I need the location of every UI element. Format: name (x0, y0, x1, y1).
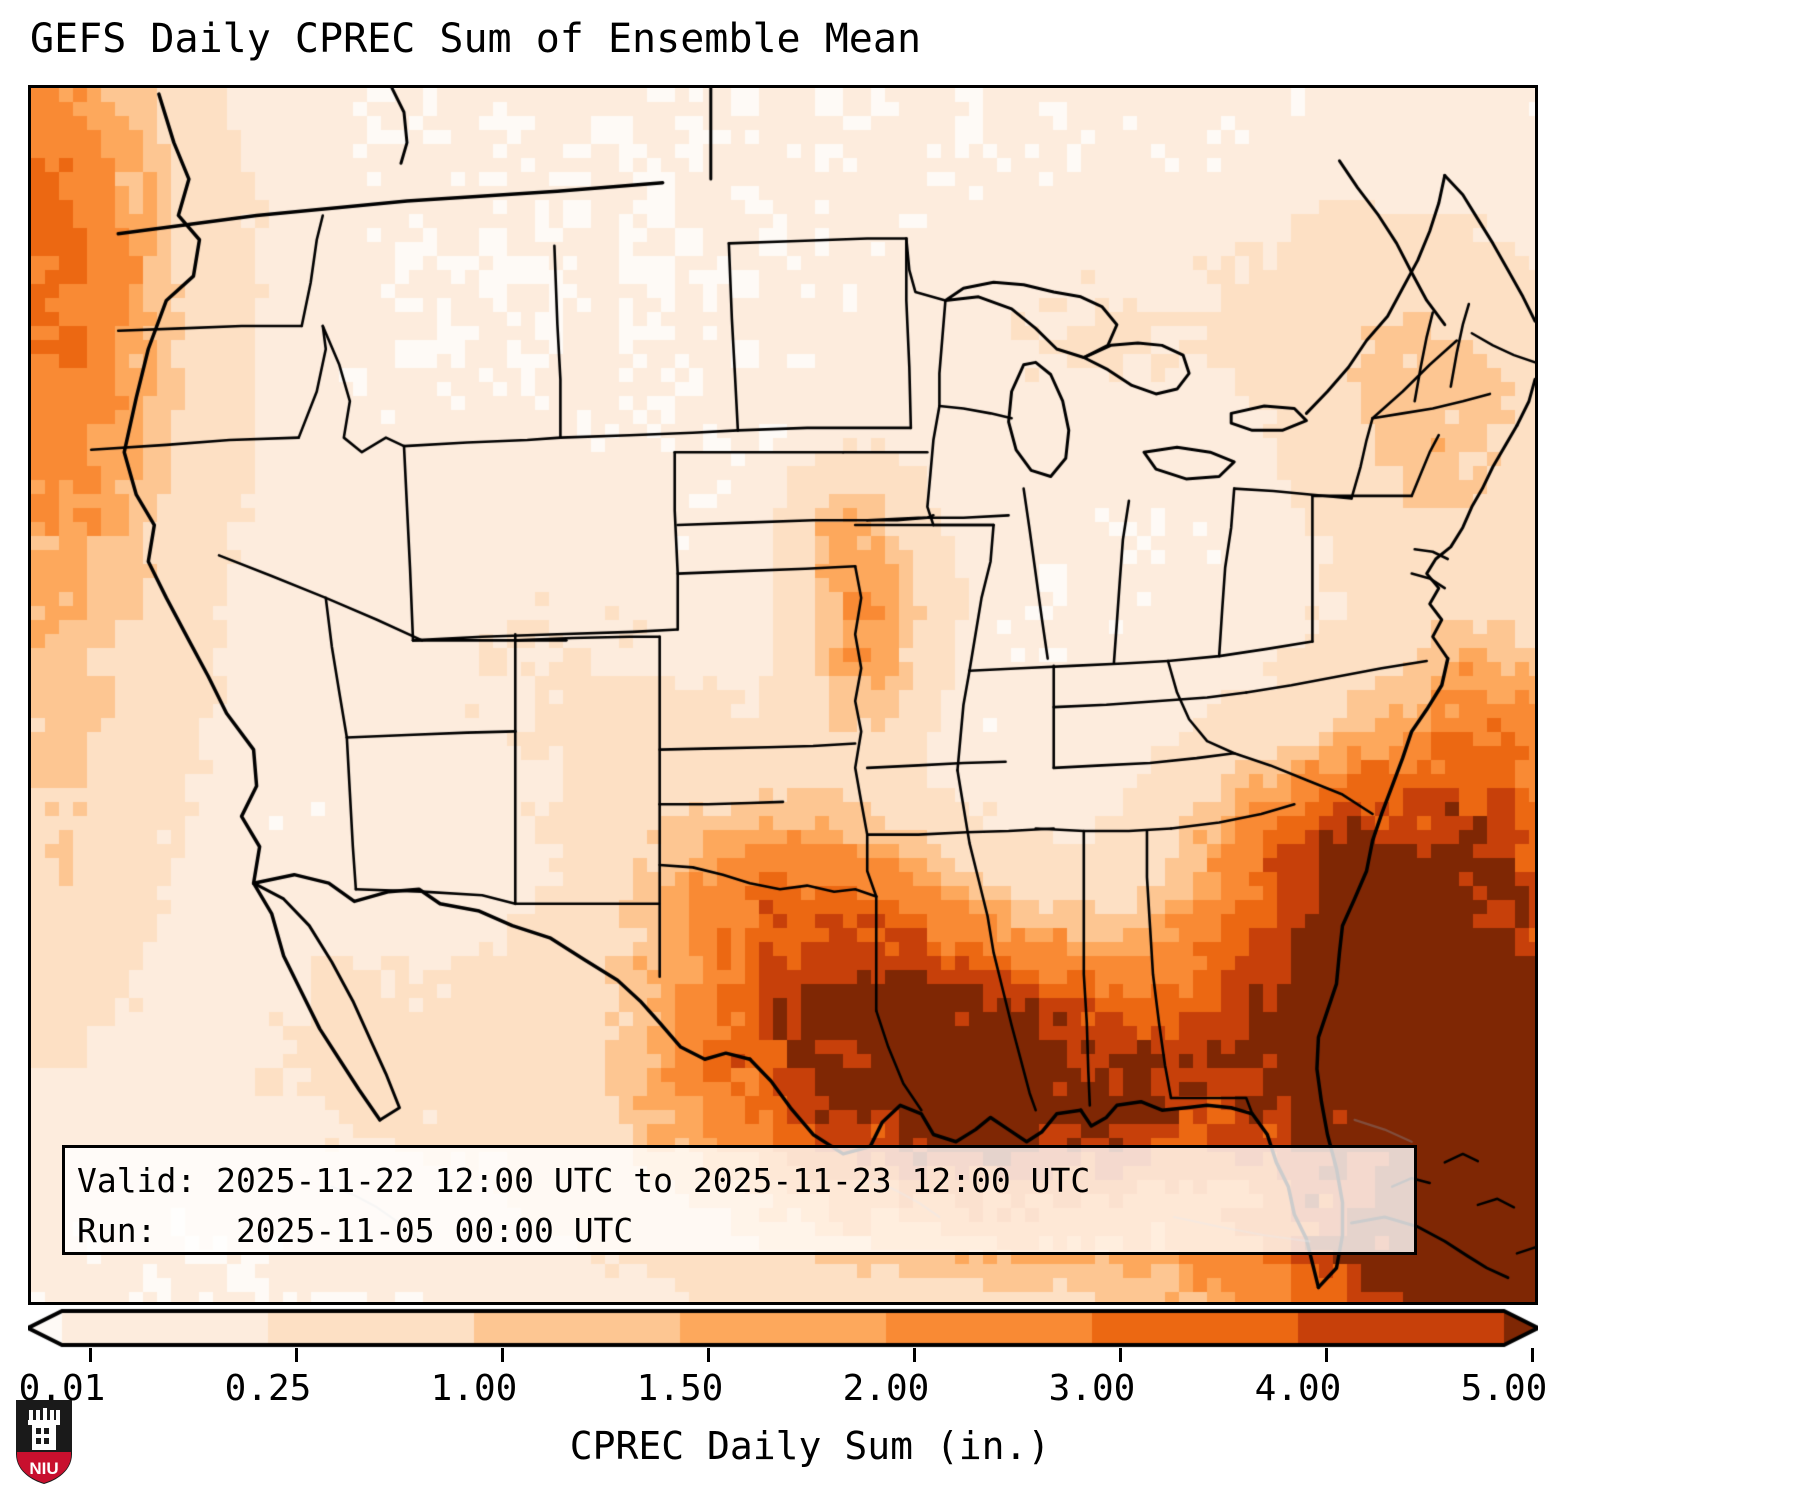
niu-logo-text: NIU (29, 1459, 58, 1478)
colorbar-tick (1119, 1348, 1122, 1362)
colorbar-tick (89, 1348, 92, 1362)
colorbar-ticks (28, 1348, 1538, 1362)
colorbar-tick (501, 1348, 504, 1362)
colorbar-tick-label: 4.00 (1254, 1368, 1342, 1409)
map-panel (28, 85, 1538, 1305)
colorbar-tick-labels: 0.01 0.25 1.00 1.50 2.00 3.00 4.00 5.00 (0, 1368, 1620, 1414)
colorbar-tick-label: 5.00 (1460, 1368, 1548, 1409)
colorbar-tick-label: 1.00 (430, 1368, 518, 1409)
colorbar-axis-label: CPREC Daily Sum (in.) (569, 1424, 1051, 1468)
niu-logo: NIU (16, 1400, 72, 1484)
colorbar-tick (1325, 1348, 1328, 1362)
valid-time-text: Valid: 2025-11-22 12:00 UTC to 2025-11-2… (77, 1161, 1091, 1200)
page-title: GEFS Daily CPREC Sum of Ensemble Mean (30, 16, 922, 62)
colorbar-tick-label: 2.00 (842, 1368, 930, 1409)
colorbar-tick (707, 1348, 710, 1362)
colorbar-gradient (28, 1308, 1538, 1356)
valid-run-infobox: Valid: 2025-11-22 12:00 UTC to 2025-11-2… (62, 1145, 1417, 1255)
run-time-text: Run: 2025-11-05 00:00 UTC (77, 1211, 634, 1250)
colorbar-tick (295, 1348, 298, 1362)
colorbar-tick (1531, 1348, 1534, 1362)
colorbar-tick (913, 1348, 916, 1362)
colorbar-tick-label: 3.00 (1048, 1368, 1136, 1409)
colorbar-tick-label: 1.50 (636, 1368, 724, 1409)
colorbar-tick-label: 0.25 (224, 1368, 312, 1409)
colorbar (28, 1308, 1538, 1362)
geography-outlines (31, 88, 1535, 1302)
